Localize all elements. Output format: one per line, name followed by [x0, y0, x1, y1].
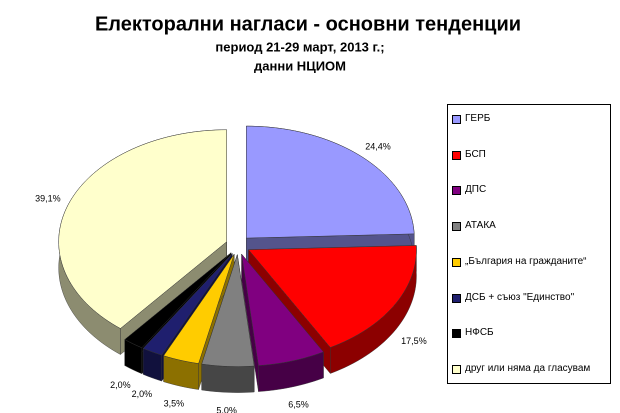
chart-title: Електорални нагласи - основни тенденции: [95, 13, 521, 35]
pie-slice: [241, 253, 324, 366]
legend-swatch: [452, 150, 461, 160]
legend-item: БСП: [452, 149, 606, 161]
legend-label: ДСБ + съюз "Единство": [465, 291, 575, 303]
data-label: 2,0%: [110, 380, 131, 390]
pie-slice: [124, 252, 232, 349]
legend-swatch: [452, 257, 461, 267]
data-label: 39,1%: [35, 194, 61, 204]
data-label: 5,0%: [216, 405, 237, 413]
legend-item: „България на гражданите“: [452, 256, 606, 268]
legend-swatch: [452, 186, 461, 196]
legend-swatch: [452, 329, 461, 339]
data-label: 6,5%: [288, 399, 309, 409]
legend-swatch: [452, 293, 461, 303]
data-label: 2,0%: [132, 389, 153, 399]
legend-swatch: [452, 222, 461, 232]
legend-swatch: [452, 115, 461, 124]
legend-label: „България на гражданите“: [465, 255, 587, 267]
pie-tops: [58, 125, 417, 367]
chart-subtitle: данни НЦИОМ: [254, 58, 346, 73]
legend-item: АТАКА: [452, 220, 606, 232]
pie-slice: [142, 253, 233, 356]
data-label: 3,5%: [164, 398, 185, 408]
legend-item: НФСБ: [452, 327, 606, 339]
legend-label: ГЕРБ: [465, 113, 491, 124]
pie-slice: [201, 254, 255, 367]
legend-item: друг или няма да гласувам: [452, 363, 606, 375]
data-label: 17,5%: [401, 336, 427, 346]
chart-subtitle: период 21-29 март, 2013 г.;: [215, 39, 384, 54]
pie-slice: [247, 245, 417, 348]
pie-slice: [246, 125, 415, 239]
pie-slice: [163, 253, 235, 364]
legend-swatch: [452, 364, 461, 374]
legend-item: ГЕРБ: [452, 113, 606, 125]
pie-slice: [58, 129, 227, 329]
legend-label: НФСБ: [465, 327, 494, 339]
legend-item: ДПС: [452, 184, 606, 196]
legend-label: АТАКА: [465, 220, 496, 232]
legend: ГЕРБ БСП ДПС АТАКА „България на гражданите“ Д…: [447, 104, 611, 384]
legend-item: ДСБ + съюз "Единство": [452, 292, 606, 304]
legend-label: ДПС: [465, 184, 487, 196]
data-label: 24,4%: [365, 141, 391, 151]
slice-outer-wall: [201, 363, 255, 393]
legend-label: БСП: [465, 148, 486, 160]
legend-label: друг или няма да гласувам: [465, 362, 591, 374]
